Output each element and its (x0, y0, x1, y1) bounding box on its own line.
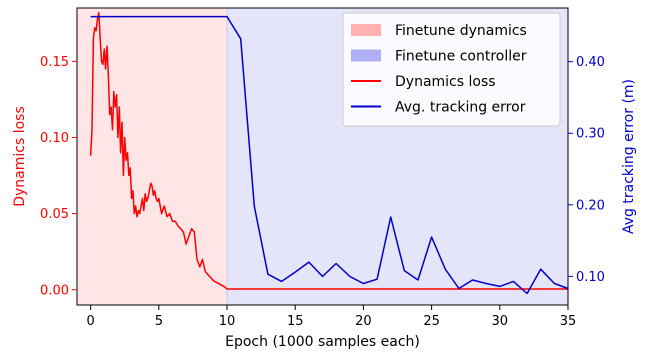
y-right-axis-label: Avg tracking error (m) (621, 79, 637, 234)
plot-frame (76, 7, 569, 306)
x-tick-label: 25 (423, 314, 440, 329)
legend: Finetune dynamics Finetune controller Dyna… (342, 12, 561, 127)
legend-swatch (351, 49, 381, 62)
y-left-tick-label: 0.15 (40, 55, 69, 70)
x-tick-label: 15 (287, 314, 304, 329)
legend-box (342, 12, 561, 127)
y-left-tick-label: 0.00 (40, 283, 69, 298)
legend-label: Avg. tracking error (395, 100, 526, 116)
x-tick-label: 5 (155, 314, 163, 329)
x-tick-label: 20 (355, 314, 372, 329)
x-tick-label: 0 (86, 314, 94, 329)
dynamics-loss-series (89, 11, 568, 290)
legend-label: Dynamics loss (395, 74, 496, 90)
x-tick-label: 10 (219, 314, 236, 329)
legend-label: Finetune dynamics (395, 23, 527, 39)
x-tick-label: 35 (560, 314, 577, 329)
y-right-tick-label: 0.20 (576, 198, 605, 213)
legend-swatch (351, 24, 381, 36)
y-left-tick-label: 0.05 (40, 207, 69, 222)
y-right-tick-label: 0.10 (576, 270, 605, 285)
x-axis: 0 5 10 15 20 25 30 35 (86, 305, 576, 329)
x-axis-label: Epoch (1000 samples each) (225, 334, 420, 350)
y-left-axis-label: Dynamics loss (12, 106, 28, 207)
dynamics-loss-line (89, 11, 568, 290)
legend-label: Finetune controller (395, 49, 527, 65)
y-left-tick-label: 0.10 (40, 131, 69, 146)
y-right-axis: 0.10 0.20 0.30 0.40 (568, 55, 605, 285)
y-left-axis: 0.00 0.05 0.10 0.15 (40, 55, 77, 298)
tracking-error-line (90, 15, 569, 295)
y-right-tick-label: 0.40 (576, 55, 605, 70)
region-finetune-dynamics (76, 7, 228, 306)
x-tick-label: 30 (492, 314, 509, 329)
tracking-error-series (90, 15, 569, 295)
y-right-tick-label: 0.30 (576, 127, 605, 142)
